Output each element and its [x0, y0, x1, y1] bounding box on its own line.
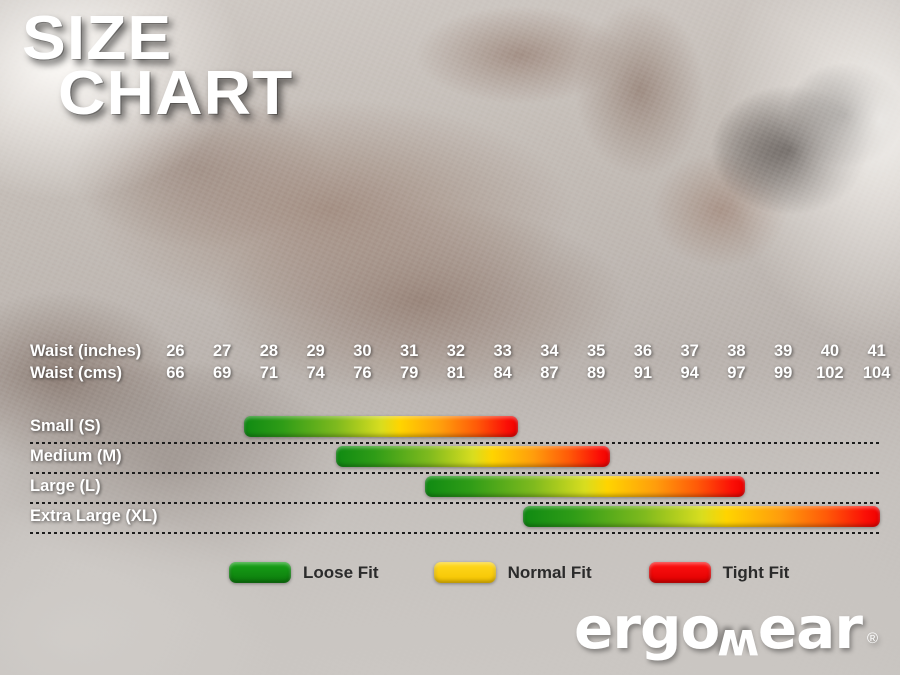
waist-inch-value: 28	[259, 341, 279, 360]
brand-logo: ergo w ear ®	[574, 594, 878, 673]
waist-inches-values: 26 27 28 29 30 31 32 33 34 35 36 37 38 3…	[152, 342, 900, 361]
registered-trademark-icon: ®	[866, 630, 878, 647]
waist-cms-values: 66 69 71 74 76 79 81 84 87 89 91 94 97 9…	[152, 364, 900, 383]
legend-label-normal: Normal Fit	[507, 562, 592, 582]
legend-swatch-green	[229, 562, 291, 583]
legend-swatch-yellow	[433, 562, 496, 583]
waist-cm-value: 104	[862, 363, 891, 382]
waist-cm-value: 97	[727, 363, 746, 382]
waist-inches-label: Waist (inches)	[30, 341, 142, 360]
waist-inch-value: 35	[586, 341, 606, 360]
legend-label-loose: Loose Fit	[303, 562, 379, 582]
waist-inch-value: 31	[399, 341, 419, 360]
waist-inch-value: 41	[867, 341, 886, 360]
size-label-large: Large (L)	[30, 477, 101, 495]
legend-label-tight: Tight Fit	[722, 562, 790, 582]
waist-inches-row: Waist (inches) 26 27 28 29 30 31 32 33 3…	[0, 340, 900, 362]
legend-swatch-red	[648, 562, 711, 583]
waist-inch-value: 29	[306, 341, 325, 360]
waist-inch-value: 40	[820, 341, 840, 360]
waist-cms-label: Waist (cms)	[30, 363, 122, 382]
waist-inch-value: 39	[773, 341, 793, 360]
waist-cm-value: 79	[399, 363, 419, 382]
title-line-2: CHART	[58, 58, 294, 128]
waist-inch-value: 33	[493, 341, 512, 360]
waist-cm-value: 81	[446, 363, 466, 382]
page-title: SIZE CHART	[22, 8, 294, 128]
legend-item-normal: Normal Fit	[433, 562, 592, 583]
row-divider	[30, 532, 880, 534]
waist-inch-value: 36	[633, 341, 653, 360]
size-row-extra-large: Extra Large (XL)	[0, 504, 900, 534]
title-line-1: SIZE	[22, 4, 173, 73]
waist-cm-value: 69	[212, 363, 232, 382]
waist-inch-value: 27	[212, 341, 232, 360]
size-range-rows: Small (S) Medium (M) Large (L) Extra Lar…	[0, 414, 900, 534]
waist-inch-value: 37	[680, 341, 699, 360]
waist-cm-value: 102	[816, 363, 844, 382]
size-label-small: Small (S)	[30, 417, 101, 435]
size-row-small: Small (S)	[0, 414, 900, 444]
waist-cm-value: 74	[306, 363, 325, 382]
size-row-medium: Medium (M)	[0, 444, 900, 474]
size-row-large: Large (L)	[0, 474, 900, 504]
waist-cm-value: 71	[259, 363, 279, 382]
brand-name-part2: ear	[757, 594, 863, 662]
row-divider	[30, 472, 880, 474]
waist-inch-value: 34	[540, 341, 559, 360]
row-divider	[30, 502, 880, 504]
waist-cm-value: 91	[633, 363, 653, 382]
size-bar-large	[424, 476, 746, 497]
waist-cm-value: 76	[353, 363, 372, 382]
waist-inch-value: 32	[446, 341, 466, 360]
size-label-medium: Medium (M)	[30, 447, 122, 465]
waist-inch-value: 38	[727, 341, 746, 360]
size-bar-extra-large	[522, 506, 881, 527]
brand-name-part1: ergo	[574, 594, 720, 662]
waist-cm-value: 89	[586, 363, 606, 382]
fit-legend: Loose Fit Normal Fit Tight Fit	[0, 562, 900, 583]
waist-cm-value: 94	[680, 363, 699, 382]
size-bar-small	[243, 416, 519, 437]
waist-cm-value: 87	[540, 363, 559, 382]
waist-cm-value: 66	[166, 363, 185, 382]
size-label-extra-large: Extra Large (XL)	[30, 507, 158, 525]
waist-inch-value: 26	[166, 341, 185, 360]
waist-cms-row: Waist (cms) 66 69 71 74 76 79 81 84 87 8…	[0, 362, 900, 384]
legend-item-tight: Tight Fit	[648, 562, 790, 583]
legend-item-loose: Loose Fit	[229, 562, 379, 583]
waist-measurements: Waist (inches) 26 27 28 29 30 31 32 33 3…	[0, 340, 900, 384]
row-divider	[30, 442, 880, 444]
size-bar-medium	[335, 446, 611, 467]
waist-inch-value: 30	[353, 341, 372, 360]
waist-cm-value: 84	[493, 363, 512, 382]
brand-rotated-w-glyph: w	[717, 619, 760, 673]
waist-cm-value: 99	[773, 363, 793, 382]
